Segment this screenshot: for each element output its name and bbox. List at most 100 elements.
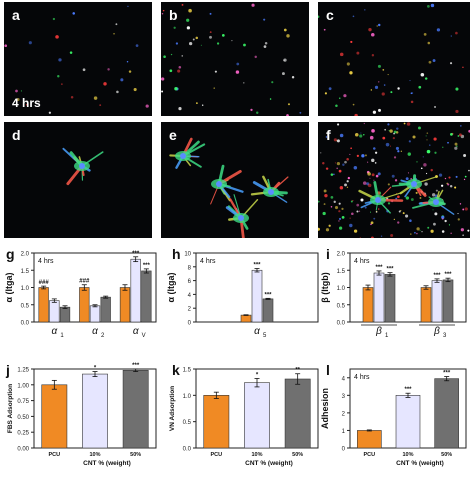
fluorescent-dot <box>170 53 173 56</box>
fluorescent-dot <box>330 206 333 208</box>
fluorescent-dot <box>420 72 425 77</box>
fluorescent-dot <box>392 137 395 140</box>
fluorescent-dot <box>286 114 289 116</box>
y-tick-label: 1.5 <box>21 269 30 275</box>
fluorescent-dot <box>333 173 335 176</box>
plot-frame <box>195 368 319 449</box>
fluorescent-dot <box>423 32 427 36</box>
fluorescent-dot <box>462 208 465 211</box>
fluorescent-dot <box>442 146 444 148</box>
fluorescent-dot <box>448 224 451 226</box>
fluorescent-dot <box>457 135 460 137</box>
fluorescent-dot <box>424 182 428 186</box>
fluorescent-dot <box>387 123 390 126</box>
y-tick-label: 0.0 <box>21 321 30 327</box>
fluorescent-dot <box>382 136 386 140</box>
fluorescent-dot <box>400 150 402 152</box>
bar <box>262 298 274 323</box>
bar <box>59 306 71 323</box>
fluorescent-dot <box>339 186 344 190</box>
significance-label: ### <box>39 280 50 286</box>
fluorescent-dot <box>360 198 364 202</box>
fluorescent-dot <box>369 211 372 213</box>
fluorescent-dot <box>422 156 424 158</box>
fluorescent-dot <box>339 226 343 230</box>
fluorescent-dot <box>286 34 290 38</box>
group-label: α <box>51 326 57 337</box>
fluorescent-dot <box>426 139 428 141</box>
fluorescent-dot <box>350 200 353 203</box>
fluorescent-dot <box>213 87 215 89</box>
fluorescent-dot <box>192 38 195 41</box>
y-tick-label: 1.0 <box>21 286 30 292</box>
group-subscript: 1 <box>385 333 389 339</box>
fluorescent-dot <box>338 169 342 173</box>
fluorescent-dot <box>371 158 375 163</box>
fluorescent-dot <box>353 229 358 233</box>
fluorescent-dot <box>374 151 378 154</box>
plot-frame <box>33 252 157 323</box>
micrograph-c-image <box>318 3 464 116</box>
fluorescent-dot <box>269 98 272 100</box>
fluorescent-dot <box>426 5 430 8</box>
fluorescent-dot <box>55 35 59 39</box>
fluorescent-dot <box>460 228 464 232</box>
fluorescent-dot <box>336 161 341 166</box>
fluorescent-dot <box>382 68 385 71</box>
fluorescent-dot <box>412 135 416 139</box>
micrograph-b-image <box>161 3 302 116</box>
fluorescent-dot <box>370 221 374 225</box>
fluorescent-dot <box>373 217 376 220</box>
fluorescent-dot <box>430 168 433 172</box>
y-tick-label: 0.50 <box>17 415 29 421</box>
fluorescent-dot <box>407 152 411 156</box>
y-tick-label: 1.25 <box>17 368 29 374</box>
fluorescent-dot <box>344 160 347 164</box>
fluorescent-dot <box>377 208 380 210</box>
fluorescent-dot <box>28 41 32 45</box>
fluorescent-dot <box>364 206 367 209</box>
fluorescent-dot <box>390 91 393 94</box>
fluorescent-dot <box>406 122 411 126</box>
group-subscript: 2 <box>101 333 105 339</box>
fluorescent-dot <box>353 166 358 170</box>
bar <box>240 314 252 323</box>
fluorescent-dot <box>281 72 285 76</box>
y-tick-label: 4 <box>342 376 346 382</box>
bar <box>79 287 90 323</box>
group-label: β <box>375 326 382 337</box>
fluorescent-dot <box>178 65 182 69</box>
fluorescent-dot <box>433 222 436 226</box>
fluorescent-dot <box>371 173 375 177</box>
fluorescent-dot <box>416 227 420 231</box>
cell-nucleus <box>268 189 274 195</box>
fluorescent-dot <box>363 122 365 125</box>
fluorescent-dot <box>381 92 385 96</box>
group-subscript: 3 <box>443 333 447 339</box>
bar <box>122 369 149 449</box>
fluorescent-dot <box>450 133 453 136</box>
fluorescent-dot <box>72 12 76 15</box>
y-tick-label: 0.25 <box>17 431 29 437</box>
inset-label: 4 hrs <box>200 258 216 265</box>
group-subscript: V <box>142 333 146 339</box>
fluorescent-dot <box>325 136 328 138</box>
fluorescent-dot <box>410 92 413 95</box>
fluorescent-dot <box>356 51 360 55</box>
cell-nucleus <box>433 199 439 205</box>
fluorescent-dot <box>378 108 381 112</box>
fluorescent-dot <box>58 58 62 62</box>
fluorescent-dot <box>48 111 52 114</box>
significance-label: *** <box>264 292 272 298</box>
chart-k: 0.0 0.5 1.0 1.5 VN Adsorption PCU * 10% ** 50% CNT… <box>169 368 319 467</box>
fluorescent-dot <box>195 36 199 40</box>
fluorescent-dot <box>419 229 421 232</box>
fluorescent-dot <box>346 186 349 188</box>
fluorescent-dot <box>448 176 451 179</box>
fluorescent-dot <box>405 196 410 200</box>
bar <box>357 430 382 449</box>
panel-label-e: e <box>169 127 177 143</box>
cell-nucleus <box>375 197 381 203</box>
group-label: α <box>254 326 260 337</box>
